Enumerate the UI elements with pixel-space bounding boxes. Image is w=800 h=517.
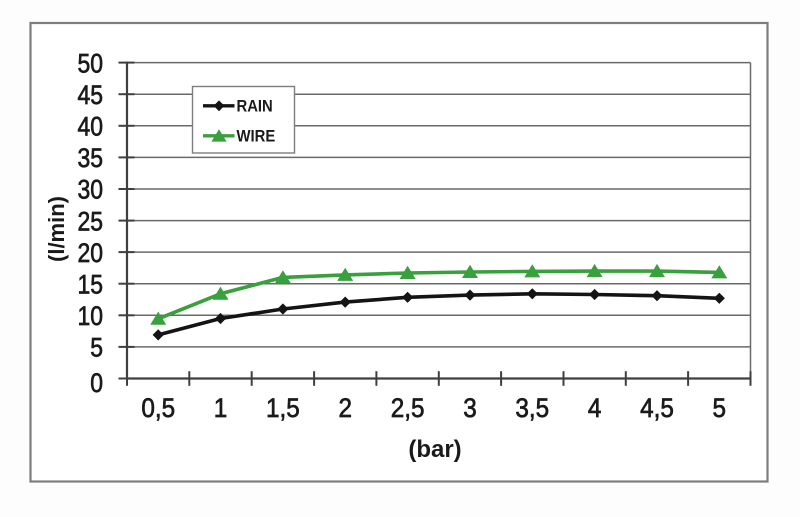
svg-text:0,5: 0,5 <box>141 394 175 423</box>
svg-text:20: 20 <box>77 238 103 268</box>
svg-text:(bar): (bar) <box>408 436 461 463</box>
svg-text:RAIN: RAIN <box>237 98 273 116</box>
svg-text:15: 15 <box>77 270 103 300</box>
svg-text:35: 35 <box>77 143 103 173</box>
svg-text:1: 1 <box>214 394 228 423</box>
svg-text:2: 2 <box>338 394 352 423</box>
svg-text:3: 3 <box>463 394 477 423</box>
svg-text:WIRE: WIRE <box>237 128 276 146</box>
svg-text:25: 25 <box>77 207 103 237</box>
svg-text:(l/min): (l/min) <box>44 196 69 262</box>
svg-text:1,5: 1,5 <box>266 394 300 423</box>
svg-text:30: 30 <box>77 175 103 205</box>
svg-text:4,5: 4,5 <box>640 394 674 423</box>
svg-text:50: 50 <box>77 49 103 79</box>
svg-text:3,5: 3,5 <box>515 394 549 423</box>
svg-text:5: 5 <box>90 333 103 363</box>
svg-text:4: 4 <box>588 394 602 423</box>
svg-text:10: 10 <box>77 301 103 331</box>
svg-text:45: 45 <box>77 80 103 110</box>
svg-text:0: 0 <box>90 368 103 398</box>
svg-text:2,5: 2,5 <box>391 394 425 423</box>
svg-text:40: 40 <box>77 112 103 142</box>
svg-text:5: 5 <box>713 394 727 423</box>
